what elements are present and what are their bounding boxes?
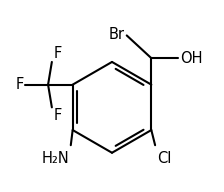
- Text: F: F: [54, 46, 62, 61]
- Text: OH: OH: [180, 51, 202, 66]
- Text: Cl: Cl: [157, 151, 171, 166]
- Text: Br: Br: [109, 27, 125, 42]
- Text: F: F: [15, 77, 24, 92]
- Text: F: F: [54, 108, 62, 123]
- Text: H₂N: H₂N: [41, 151, 69, 166]
